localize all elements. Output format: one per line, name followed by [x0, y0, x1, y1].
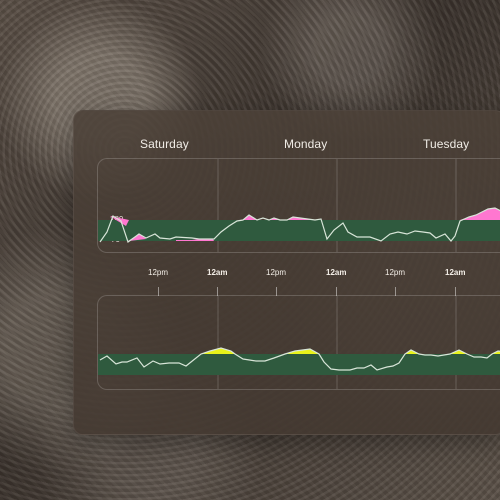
- bottom-chart-target-band: [98, 354, 500, 375]
- day-label-saturday: Saturday: [140, 137, 189, 151]
- top-chart-target-band: [98, 220, 500, 241]
- x-label-12am-2: 12am: [326, 268, 347, 277]
- x-label-12am-1: 12am: [207, 268, 228, 277]
- chart-panel: Saturday Monday Tuesday 180 70: [73, 110, 500, 435]
- top-axis-tick-1: [158, 287, 159, 296]
- bottom-chart-svg: [98, 296, 500, 389]
- top-axis-tick-5: [395, 287, 396, 296]
- x-label-12pm-2: 12pm: [266, 268, 287, 277]
- x-label-12pm-3: 12pm: [385, 268, 406, 277]
- top-axis-tick-3: [276, 287, 277, 296]
- x-label-12pm-1: 12pm: [148, 268, 169, 277]
- top-chart: [97, 158, 500, 253]
- top-axis-tick-2: [217, 287, 218, 296]
- bottom-highlight-1: [201, 348, 235, 354]
- bottom-highlight-3: [405, 350, 419, 354]
- top-axis-tick-6: [455, 287, 456, 296]
- x-label-12am-3: 12am: [445, 268, 466, 277]
- day-label-monday: Monday: [284, 137, 328, 151]
- bottom-highlight-2: [285, 349, 319, 354]
- bottom-highlight-4: [450, 350, 467, 354]
- top-axis-tick-4: [336, 287, 337, 296]
- day-label-tuesday: Tuesday: [423, 137, 470, 151]
- top-highlight-1: [110, 216, 129, 226]
- bottom-chart: [97, 295, 500, 390]
- bottom-series-line: [99, 347, 500, 371]
- top-chart-svg: [98, 159, 500, 252]
- top-highlight-4: [243, 215, 257, 220]
- top-series-line: [99, 207, 500, 243]
